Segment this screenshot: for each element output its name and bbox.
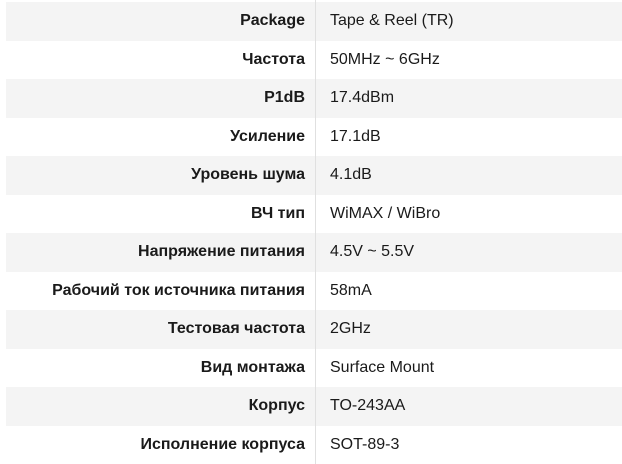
spec-row: Рабочий ток источника питания 58mA bbox=[0, 272, 622, 311]
spec-value: 17.1dB bbox=[330, 127, 381, 145]
spec-row: Package Tape & Reel (TR) bbox=[0, 2, 622, 41]
spec-value: 58mA bbox=[330, 281, 372, 299]
spec-row: Корпус TO-243AA bbox=[0, 387, 622, 426]
spec-value: Tape & Reel (TR) bbox=[330, 12, 454, 30]
spec-value: 4.1dB bbox=[330, 166, 372, 184]
spec-value: SOT-89-3 bbox=[330, 435, 400, 453]
spec-label: Тестовая частота bbox=[167, 320, 305, 338]
spec-value: 2GHz bbox=[330, 320, 371, 338]
spec-value: TO-243AA bbox=[330, 397, 406, 415]
spec-row: Тестовая частота 2GHz bbox=[0, 310, 622, 349]
spec-row: Усиление 17.1dB bbox=[0, 118, 622, 157]
spec-value: WiMAX / WiBro bbox=[330, 204, 441, 222]
spec-label: Усиление bbox=[230, 127, 305, 145]
spec-label: Вид монтажа bbox=[200, 358, 305, 376]
spec-row: Вид монтажа Surface Mount bbox=[0, 349, 622, 388]
spec-label: Напряжение питания bbox=[138, 243, 305, 261]
spec-label: Исполнение корпуса bbox=[140, 435, 305, 453]
spec-value: 17.4dBm bbox=[330, 89, 395, 107]
spec-value: Surface Mount bbox=[330, 358, 435, 376]
spec-label: P1dB bbox=[264, 89, 305, 107]
spec-label: Рабочий ток источника питания bbox=[52, 281, 305, 299]
spec-label: Частота bbox=[242, 50, 305, 68]
column-divider bbox=[315, 0, 316, 464]
spec-row: Уровень шума 4.1dB bbox=[0, 156, 622, 195]
spec-label: Уровень шума bbox=[191, 166, 305, 184]
spec-row: P1dB 17.4dBm bbox=[0, 79, 622, 118]
spec-label: Корпус bbox=[248, 397, 305, 415]
spec-row: Исполнение корпуса SOT-89-3 bbox=[0, 426, 622, 464]
spec-label: Package bbox=[240, 12, 305, 30]
spec-label: ВЧ тип bbox=[251, 204, 305, 222]
spec-row: Напряжение питания 4.5V ~ 5.5V bbox=[0, 233, 622, 272]
spec-value: 50MHz ~ 6GHz bbox=[330, 50, 440, 68]
spec-row: Частота 50MHz ~ 6GHz bbox=[0, 41, 622, 80]
spec-value: 4.5V ~ 5.5V bbox=[330, 243, 415, 261]
spec-row: ВЧ тип WiMAX / WiBro bbox=[0, 195, 622, 234]
